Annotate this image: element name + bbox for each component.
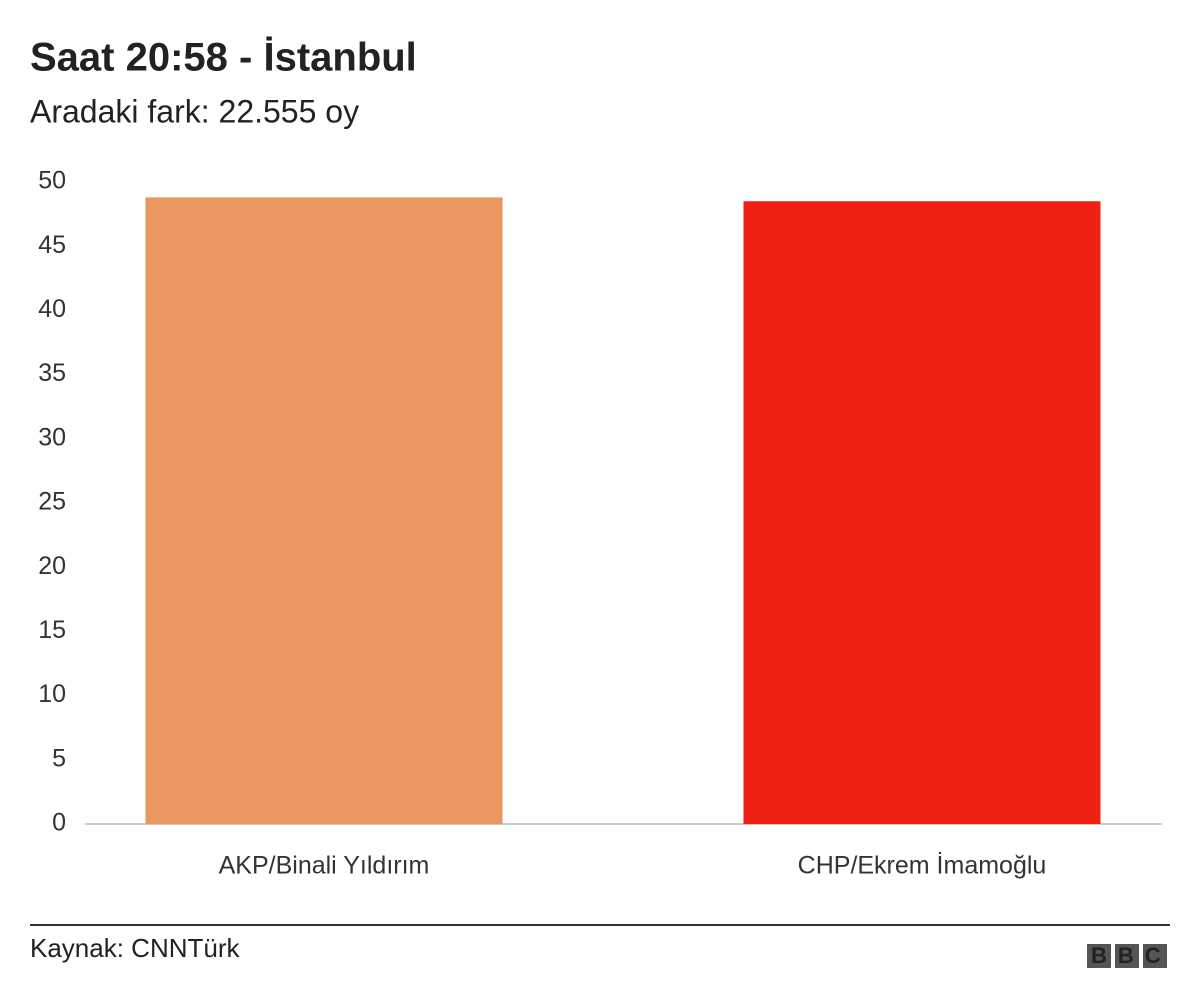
y-tick-label: 25 bbox=[38, 488, 66, 516]
y-tick-label: 15 bbox=[38, 616, 66, 644]
logo-box bbox=[1143, 944, 1167, 968]
y-tick-label: 35 bbox=[38, 359, 66, 387]
logo-box bbox=[1087, 944, 1111, 968]
x-tick-label: CHP/Ekrem İmamoğlu bbox=[798, 851, 1047, 880]
y-tick-label: 40 bbox=[38, 295, 66, 323]
chart-subtitle: Aradaki fark: 22.555 oy bbox=[30, 93, 359, 129]
y-tick-label: 0 bbox=[52, 809, 66, 837]
chart-title: Saat 20:58 - İstanbul bbox=[30, 36, 417, 80]
y-tick-label: 10 bbox=[38, 680, 66, 708]
y-tick-label: 45 bbox=[38, 231, 66, 259]
logo: BBC bbox=[1087, 943, 1172, 968]
y-tick-label: 5 bbox=[52, 744, 66, 772]
y-tick-label: 20 bbox=[38, 552, 66, 580]
y-tick-label: 30 bbox=[38, 423, 66, 451]
bar bbox=[743, 201, 1101, 824]
y-tick-label: 50 bbox=[38, 167, 66, 195]
bar bbox=[145, 197, 503, 824]
source: Kaynak: CNNTürk bbox=[30, 933, 240, 963]
logo-text: BBC bbox=[1091, 943, 1172, 968]
logo-box bbox=[1115, 944, 1139, 968]
x-tick-label: AKP/Binali Yıldırım bbox=[219, 852, 430, 880]
